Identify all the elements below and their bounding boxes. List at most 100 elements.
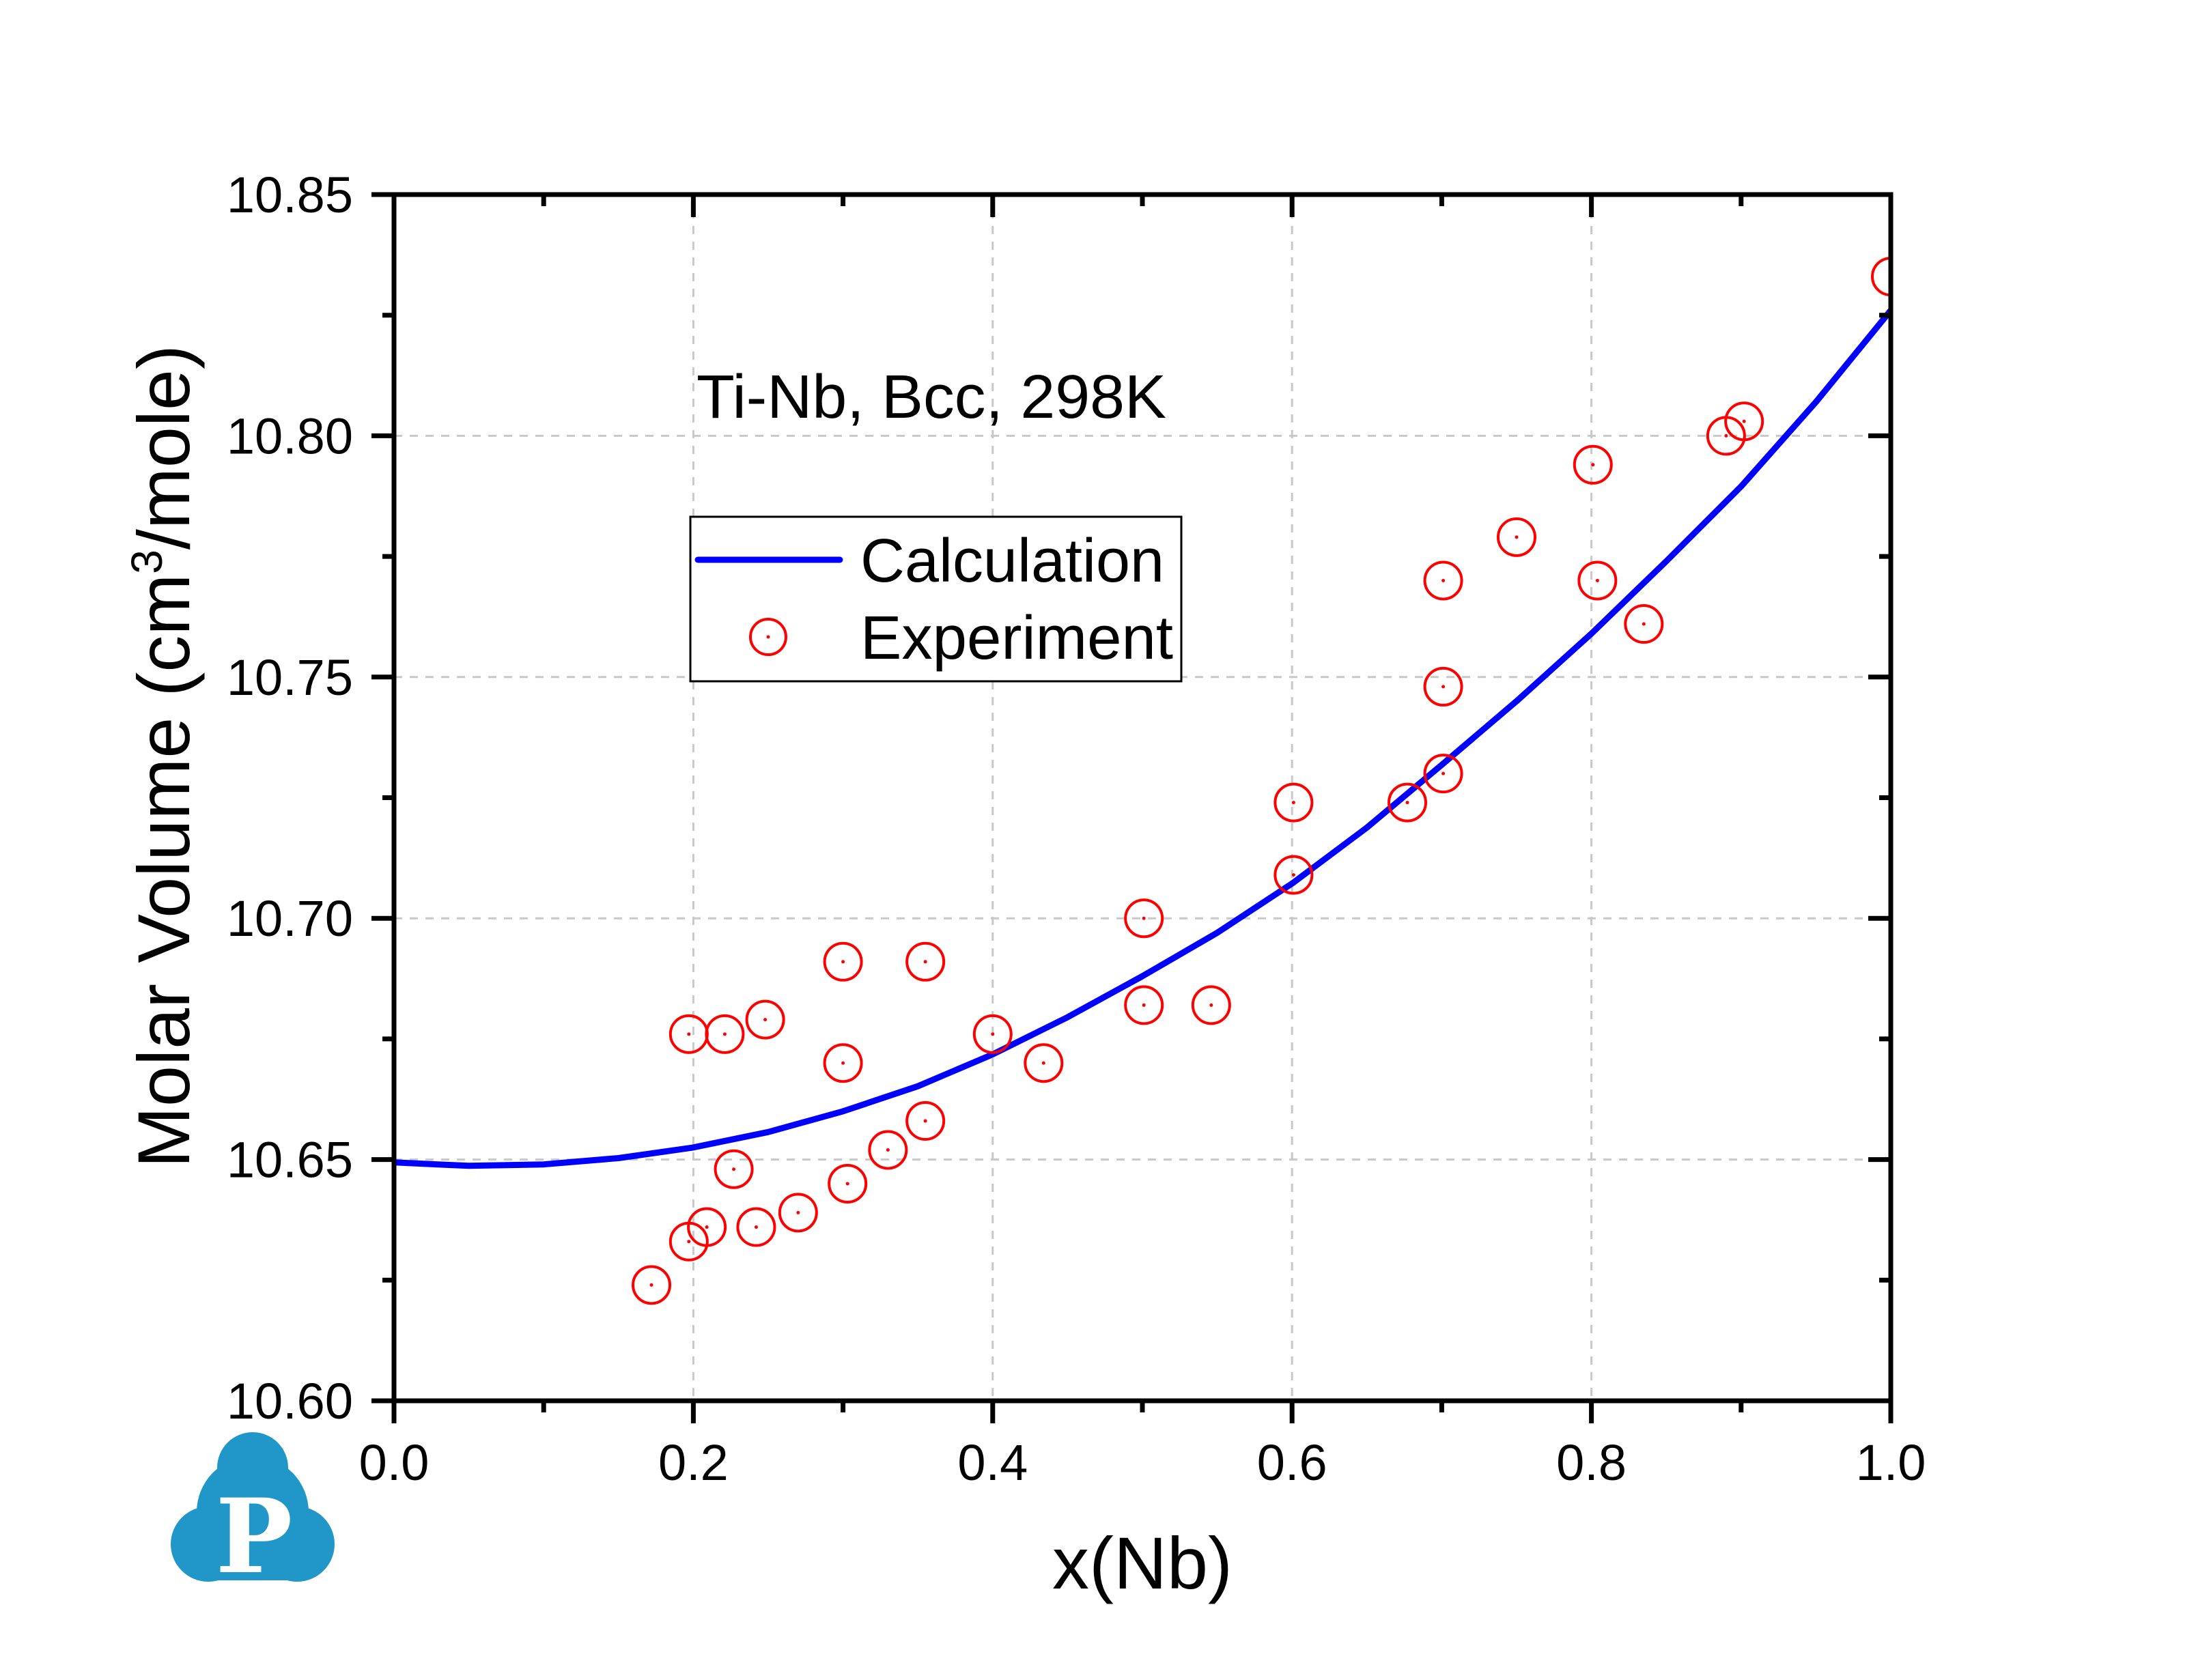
experiment-point bbox=[1423, 754, 1463, 794]
experiment-marker-dot bbox=[796, 1210, 800, 1214]
y-axis-title-tail: /mole) bbox=[122, 345, 205, 550]
experiment-point bbox=[745, 999, 785, 1040]
axes bbox=[371, 192, 1894, 1423]
experiment-marker-dot bbox=[841, 1061, 845, 1065]
experiment-point bbox=[1191, 985, 1231, 1025]
experiment-marker bbox=[1387, 782, 1427, 823]
experiment-marker bbox=[905, 941, 946, 982]
experiment-marker bbox=[632, 1265, 672, 1305]
experiment-point bbox=[868, 1130, 908, 1170]
experiment-marker-dot bbox=[845, 1182, 849, 1186]
experiment-marker-dot bbox=[687, 1032, 691, 1036]
x-tick-label: 0.0 bbox=[359, 1434, 430, 1491]
experiment-marker bbox=[1124, 985, 1164, 1025]
experiment-point bbox=[905, 1101, 946, 1141]
y-tick-label: 10.80 bbox=[227, 408, 353, 464]
experiment-marker-dot bbox=[1642, 622, 1646, 626]
experiment-marker bbox=[1423, 666, 1463, 707]
experiment-marker-dot bbox=[1441, 771, 1446, 775]
experiment-point bbox=[828, 1163, 868, 1204]
experiment-point bbox=[687, 1207, 727, 1247]
experiment-point bbox=[1423, 666, 1463, 707]
x-axis-title: x(Nb) bbox=[1052, 1522, 1233, 1604]
legend: Calculation Experiment bbox=[689, 515, 1183, 683]
experiment-marker-dot bbox=[886, 1148, 890, 1152]
legend-item-calculation: Calculation bbox=[694, 527, 1164, 595]
x-tick-label: 0.4 bbox=[957, 1434, 1028, 1491]
experiment-marker-dot bbox=[763, 1018, 768, 1022]
experiment-point bbox=[1124, 898, 1164, 939]
experiment-marker-dot bbox=[649, 1283, 653, 1287]
experiment-marker bbox=[1024, 1043, 1064, 1083]
experiment-marker-dot bbox=[687, 1240, 691, 1244]
experiment-marker bbox=[1423, 754, 1463, 794]
y-axis-title-main: Molar Volume (cm bbox=[122, 574, 205, 1168]
x-tick-label: 0.2 bbox=[658, 1434, 729, 1491]
experiment-marker bbox=[823, 941, 863, 982]
experiment-point bbox=[1724, 401, 1764, 442]
experiment-point bbox=[632, 1265, 672, 1305]
experiment-marker bbox=[868, 1130, 908, 1170]
y-axis-title-superscript: 3 bbox=[122, 550, 171, 574]
experiment-marker-dot bbox=[923, 960, 927, 964]
experiment-marker bbox=[1124, 898, 1164, 939]
experiment-marker-dot bbox=[1441, 578, 1446, 582]
experiment-marker-dot bbox=[754, 1225, 758, 1229]
legend-label-calculation: Calculation bbox=[860, 527, 1164, 595]
experiment-marker-dot bbox=[841, 960, 845, 964]
experiment-marker-dot bbox=[991, 1032, 995, 1036]
experiment-point bbox=[668, 1014, 709, 1054]
experiment-marker bbox=[714, 1149, 754, 1189]
experiment-marker-dot bbox=[1041, 1061, 1045, 1065]
experiment-point bbox=[1273, 855, 1314, 895]
experiment-point bbox=[1497, 517, 1536, 557]
legend-label-experiment: Experiment bbox=[860, 604, 1173, 672]
calculation-series bbox=[394, 308, 1891, 1169]
experiment-marker-dot bbox=[732, 1167, 736, 1171]
experiment-point bbox=[1573, 444, 1613, 485]
legend-item-experiment: Experiment bbox=[749, 604, 1173, 672]
experiment-point bbox=[1024, 1043, 1064, 1083]
y-tick-label: 10.65 bbox=[227, 1132, 353, 1188]
experiment-marker bbox=[828, 1163, 868, 1204]
experiment-marker-dot bbox=[1405, 801, 1409, 805]
experiment-marker-dot bbox=[1724, 433, 1728, 438]
experiment-marker-dot bbox=[1142, 916, 1146, 920]
cloud-p-logo-icon: P bbox=[171, 1432, 335, 1597]
experiment-point bbox=[1577, 560, 1618, 601]
experiment-marker-dot bbox=[1441, 685, 1446, 689]
y-axis-title: Molar Volume (cm3/mole) bbox=[122, 345, 205, 1168]
y-tick-label: 10.70 bbox=[227, 890, 353, 947]
experiment-marker bbox=[736, 1207, 776, 1247]
experiment-point bbox=[905, 941, 946, 982]
experiment-marker bbox=[1423, 560, 1463, 601]
experiment-point bbox=[736, 1207, 776, 1247]
legend-marker-dot bbox=[766, 635, 770, 639]
calculation-curve bbox=[394, 308, 1891, 1169]
experiment-marker bbox=[1577, 560, 1618, 601]
y-tick-label: 10.85 bbox=[227, 167, 353, 223]
x-tick-label: 0.8 bbox=[1556, 1434, 1627, 1491]
experiment-series bbox=[632, 257, 1891, 1305]
experiment-marker bbox=[972, 1014, 1013, 1054]
experiment-marker-dot bbox=[722, 1032, 727, 1036]
logo-letter: P bbox=[216, 1477, 293, 1597]
experiment-marker-dot bbox=[1742, 419, 1746, 423]
experiment-point bbox=[1423, 560, 1463, 601]
y-tick-label: 10.60 bbox=[227, 1373, 353, 1429]
chart-annotation: Ti-Nb, Bcc, 298K bbox=[696, 363, 1166, 431]
experiment-marker-dot bbox=[705, 1225, 709, 1229]
experiment-marker bbox=[778, 1193, 818, 1233]
experiment-point bbox=[1387, 782, 1427, 823]
experiment-point bbox=[778, 1193, 818, 1233]
experiment-point bbox=[705, 1014, 745, 1054]
experiment-point bbox=[1124, 985, 1164, 1025]
experiment-marker bbox=[1724, 401, 1764, 442]
experiment-marker-dot bbox=[1591, 463, 1595, 467]
experiment-marker bbox=[1191, 985, 1231, 1025]
experiment-marker bbox=[1273, 855, 1314, 895]
experiment-marker bbox=[745, 999, 785, 1040]
y-tick-label: 10.75 bbox=[227, 649, 353, 706]
experiment-marker-dot bbox=[1595, 578, 1599, 582]
